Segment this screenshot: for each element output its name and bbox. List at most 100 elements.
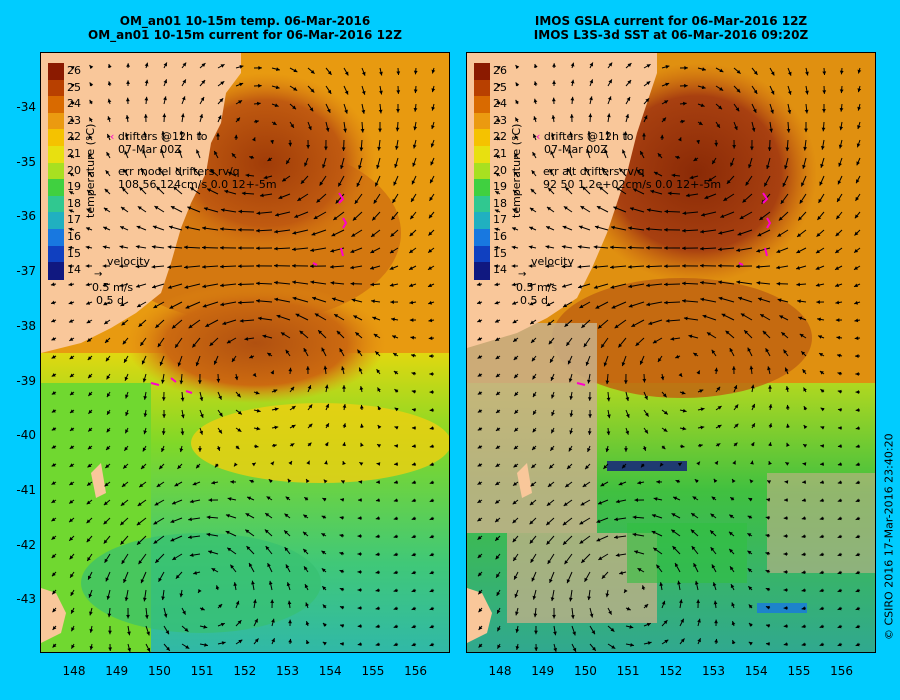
velocity-arrowhead <box>413 70 418 75</box>
velocity-arrowhead <box>653 547 658 552</box>
velocity-arrowhead <box>184 245 188 250</box>
velocity-arrowhead <box>144 62 149 67</box>
velocity-arrowhead <box>770 109 774 114</box>
velocity-arrowhead <box>344 71 349 76</box>
velocity-arrowhead <box>201 80 206 84</box>
velocity-arrowhead <box>125 132 129 137</box>
velocity-arrowhead <box>140 341 144 346</box>
velocity-arrowhead <box>275 67 280 72</box>
velocity-arrowhead <box>796 266 801 270</box>
velocity-arrowhead <box>265 546 270 551</box>
velocity-arrowhead <box>324 384 329 389</box>
velocity-arrowhead <box>198 588 202 593</box>
velocity-arrowhead <box>322 498 327 502</box>
velocity-arrowhead <box>307 442 312 447</box>
velocity-arrowhead <box>854 336 859 341</box>
velocity-arrowhead <box>305 366 310 370</box>
velocity-arrowhead <box>511 245 516 250</box>
velocity-arrowhead <box>104 558 109 563</box>
velocity-arrowhead <box>184 265 188 270</box>
velocity-arrowhead <box>357 606 362 610</box>
velocity-arrowhead <box>718 247 722 252</box>
colorbar-segment <box>48 195 64 214</box>
velocity-arrowhead <box>195 362 200 367</box>
velocity-arrowhead <box>392 198 396 203</box>
velocity-arrowhead <box>641 585 646 590</box>
velocity-arrowhead <box>286 582 291 587</box>
velocity-arrowhead <box>551 429 555 434</box>
velocity-arrowhead <box>751 127 756 132</box>
velocity-arrowhead <box>646 81 651 85</box>
velocity-arrowhead <box>357 642 362 647</box>
colorbar-tick-label: 23 <box>67 113 81 127</box>
velocity-arrowhead <box>496 101 501 105</box>
velocity-arrowhead <box>429 354 433 358</box>
velocity-arrowhead <box>141 465 145 470</box>
velocity-arrowhead <box>188 517 192 522</box>
velocity-arrowhead <box>496 573 500 578</box>
velocity-arrowhead <box>549 169 553 174</box>
velocity-arrowhead <box>531 357 536 362</box>
velocity-arrowhead <box>220 208 225 212</box>
velocity-arrowhead <box>680 618 684 623</box>
velocity-arrowhead <box>713 600 718 605</box>
velocity-arrowhead <box>693 157 698 161</box>
colorbar-segment <box>48 146 64 164</box>
velocity-arrowhead <box>857 125 861 130</box>
velocity-arrowhead <box>497 627 501 632</box>
velocity-arrowhead <box>564 560 569 565</box>
velocity-arrowhead <box>142 597 147 602</box>
velocity-arrowhead <box>375 498 380 502</box>
velocity-arrowhead <box>579 539 584 544</box>
velocity-arrowhead <box>497 609 501 614</box>
velocity-arrowhead <box>701 212 706 217</box>
velocity-arrowhead <box>549 464 554 469</box>
velocity-arrowhead <box>798 316 803 321</box>
velocity-arrowhead <box>71 627 75 632</box>
velocity-arrowhead <box>70 118 75 123</box>
velocity-arrowhead <box>786 128 791 133</box>
velocity-arrowhead <box>308 404 313 409</box>
velocity-arrowhead <box>682 101 687 106</box>
velocity-arrowhead <box>496 409 500 413</box>
velocity-arrowhead <box>389 249 394 254</box>
velocity-arrowhead <box>589 96 593 101</box>
velocity-arrowhead <box>107 133 111 138</box>
velocity-arrowhead <box>239 82 244 87</box>
velocity-arrowhead <box>780 199 785 204</box>
velocity-arrowhead <box>160 149 164 153</box>
velocity-arrowhead <box>855 552 860 557</box>
colorbar-tick-label: 15 <box>493 246 507 260</box>
velocity-arrowhead <box>220 81 225 85</box>
velocity-arrowhead <box>531 170 536 175</box>
velocity-arrowhead <box>249 155 254 160</box>
velocity-arrowhead <box>394 462 398 466</box>
velocity-arrowhead <box>358 498 362 502</box>
velocity-arrowhead <box>69 518 74 523</box>
velocity-arrowhead <box>783 588 788 592</box>
velocity-arrowhead <box>477 336 482 341</box>
velocity-arrowhead <box>245 513 250 517</box>
velocity-arrowhead <box>675 563 679 568</box>
velocity-arrowhead <box>747 515 752 520</box>
velocity-arrowhead <box>143 413 148 417</box>
velocity-arrowhead <box>570 79 575 84</box>
velocity-arrowhead <box>734 126 738 131</box>
velocity-arrowhead <box>477 355 482 359</box>
velocity-arrowhead <box>178 148 182 153</box>
velocity-arrowhead <box>611 225 615 230</box>
velocity-arrowhead <box>785 386 790 390</box>
velocity-arrowhead <box>533 133 537 138</box>
velocity-arrowhead <box>529 539 534 544</box>
velocity-arrowhead <box>247 496 252 501</box>
velocity-arrowhead <box>855 390 860 394</box>
velocity-arrowhead <box>855 588 860 593</box>
velocity-arrowhead <box>256 281 260 286</box>
velocity-time: 0.5 d <box>96 294 124 307</box>
velocity-arrowhead <box>796 282 801 287</box>
velocity-arrowhead <box>330 281 335 285</box>
velocity-arrowhead <box>589 613 594 618</box>
colorbar-tick-label: 16 <box>67 230 81 243</box>
velocity-arrowhead <box>331 297 336 302</box>
velocity-arrowhead <box>256 246 260 251</box>
